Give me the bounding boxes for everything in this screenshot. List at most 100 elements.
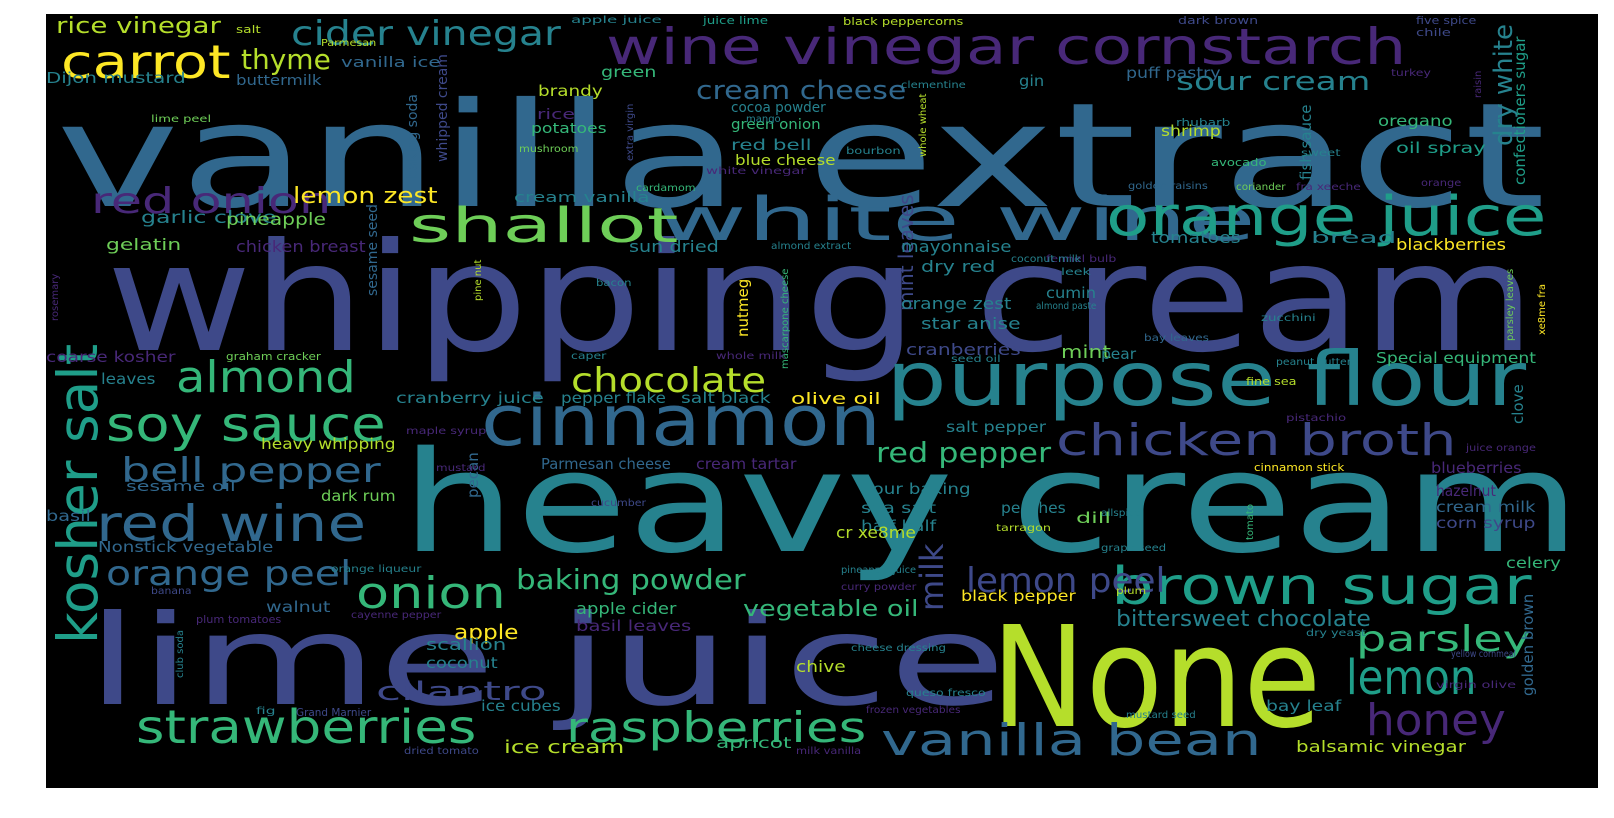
- word-apple: apple: [454, 620, 519, 644]
- word-orange-liqueur: orange liqueur: [331, 564, 422, 575]
- word-vanilla-bean: vanilla bean: [881, 715, 1262, 766]
- word-carrot: carrot: [61, 35, 231, 89]
- word-fish-sauce: fish sauce: [1297, 104, 1315, 180]
- word-coriander: coriander: [1236, 182, 1286, 193]
- word-raspberries: raspberries: [566, 703, 867, 752]
- word-whole-milk: whole milk: [716, 351, 786, 362]
- word-strawberries: strawberries: [136, 700, 477, 754]
- word-ice-cubes: ice cubes: [481, 697, 561, 715]
- word-blackberries: blackberries: [1396, 235, 1506, 254]
- word-celery: celery: [1506, 554, 1561, 572]
- word-salt: salt: [236, 23, 261, 36]
- word-tomatoes: tomatoes: [1151, 228, 1241, 247]
- word-puff-pastry: puff pastry: [1126, 64, 1221, 82]
- word-mango: mango: [746, 114, 781, 125]
- word-mustard-seed: mustard seed: [1126, 710, 1196, 721]
- word-cucumber: cucumber: [591, 498, 647, 509]
- word-almond: almond: [176, 352, 356, 403]
- word-dry-red: dry red: [921, 257, 996, 276]
- word-lemon: lemon: [1346, 650, 1477, 706]
- word-cilantro: cilantro: [376, 677, 547, 707]
- word-leek: leek: [1061, 267, 1091, 278]
- word-sesame-seed: sesame seed: [365, 204, 381, 296]
- word-cocoa-powder: cocoa powder: [731, 100, 826, 116]
- word-heavy-cream: heavy cream: [401, 422, 1581, 585]
- word-turkey: turkey: [1391, 68, 1431, 79]
- word-whipping-cream: whipping cream: [106, 212, 1536, 386]
- word-whole-wheat: whole wheat: [918, 93, 929, 157]
- word-purpose-flour: purpose flour: [886, 335, 1527, 423]
- word-yellow-cornmeal: yellow cornmeal: [1451, 649, 1516, 660]
- word-dark-brown: dark brown: [1178, 14, 1259, 27]
- word-cloud-canvas: vanilla extract whipping cream heavy cream…: [46, 14, 1598, 788]
- word-tarragon: tarragon: [996, 523, 1052, 534]
- word-star-anise: star anise: [921, 314, 1021, 333]
- word-soy-sauce: soy sauce: [106, 397, 386, 453]
- word-gelatin: gelatin: [106, 235, 182, 254]
- word-black-peppercorns: black peppercorns: [843, 15, 964, 28]
- word-onion: onion: [356, 568, 506, 619]
- word-chile: chile: [1416, 26, 1451, 39]
- word-pepper-flake: pepper flake: [561, 389, 666, 407]
- word-virgin-olive: virgin olive: [1436, 680, 1517, 691]
- word-sea-salt: sea salt: [861, 499, 937, 517]
- word-five-spice: five spice: [1416, 14, 1477, 27]
- word-olive-oil: olive oil: [791, 389, 881, 408]
- word-corn-syrup: corn syrup: [1436, 514, 1536, 532]
- word-nonstick-vegetable: Nonstick vegetable: [98, 538, 274, 556]
- word-whipped-cream: whipped cream: [435, 54, 451, 162]
- word-cinnamon-stick: cinnamon stick: [1254, 461, 1345, 474]
- word-pine-nut: pine nut: [473, 259, 484, 301]
- word-half-half: half half: [861, 517, 937, 535]
- word-gin: gin: [1019, 72, 1045, 90]
- word-white-vinegar: white vinegar: [706, 166, 807, 177]
- word-bread: bread: [1311, 228, 1397, 247]
- word-chive: chive: [796, 657, 846, 676]
- word-sesame-oil: sesame oil: [126, 479, 236, 495]
- word-pineapple: pineapple: [226, 210, 326, 230]
- word-apple-juice: apple juice: [571, 15, 662, 26]
- word-bay-leaves: bay leaves: [1144, 333, 1209, 344]
- word-buttermilk: buttermilk: [236, 73, 322, 89]
- word-rhubarb: rhubarb: [1176, 116, 1231, 129]
- word-grand-marnier: Grand Marnier: [296, 706, 372, 719]
- word-tomato: tomato: [1245, 504, 1256, 540]
- word-baking-soda: baking soda: [405, 94, 421, 179]
- word-vanilla-ice: vanilla ice: [341, 55, 441, 71]
- word-rice: rice: [537, 107, 575, 123]
- word-mustard: mustard: [436, 463, 486, 474]
- word-potatoes: potatoes: [531, 121, 607, 137]
- word-fra-xeeche: fra xeeche: [1296, 182, 1361, 193]
- word-fig: fig: [256, 706, 276, 717]
- word-blue-cheese: blue cheese: [735, 153, 836, 169]
- word-kosher-salt: kosher salt: [46, 343, 110, 644]
- word-bay-leaf: bay leaf: [1266, 697, 1342, 715]
- word-special-equipment: Special equipment: [1376, 349, 1536, 367]
- word-salt-pepper: salt pepper: [946, 418, 1047, 436]
- word-rice-vinegar: rice vinegar: [56, 14, 221, 39]
- word-red-bell: red bell: [731, 136, 812, 154]
- word-fennel-bulb: fennel bulb: [1046, 254, 1117, 265]
- word-balsamic-vinegar: balsamic vinegar: [1296, 737, 1466, 756]
- word-coconut: coconut: [426, 654, 498, 672]
- word-clove: clove: [1509, 384, 1527, 424]
- word-chocolate: chocolate: [571, 361, 767, 401]
- word-orange: orange: [1421, 178, 1462, 189]
- word-coarse-kosher: coarse kosher: [46, 348, 176, 366]
- word-red-onion: red onion: [91, 181, 332, 222]
- word-vanilla-extract: vanilla extract: [56, 72, 1546, 241]
- word-confectioners-sugar: confectioners sugar: [1511, 36, 1529, 185]
- word-honey: honey: [1366, 695, 1506, 746]
- word-peanut-butter: peanut butter: [1276, 357, 1352, 368]
- word-mint: mint: [1061, 342, 1112, 363]
- word-dill: dill: [1076, 509, 1112, 527]
- word-dried-tomato: dried tomato: [404, 746, 479, 757]
- word-red-pepper: red pepper: [876, 436, 1052, 469]
- word-extra-virgin: extra virgin: [625, 103, 636, 161]
- word-white-wine: white wine: [656, 185, 1256, 255]
- word-basil-leaves: basil leaves: [576, 617, 692, 635]
- word-salt-black: salt black: [681, 389, 771, 407]
- word-orange-zest: orange zest: [901, 294, 1012, 313]
- word-walnut: walnut: [266, 598, 331, 616]
- word-leaves: leaves: [101, 370, 156, 388]
